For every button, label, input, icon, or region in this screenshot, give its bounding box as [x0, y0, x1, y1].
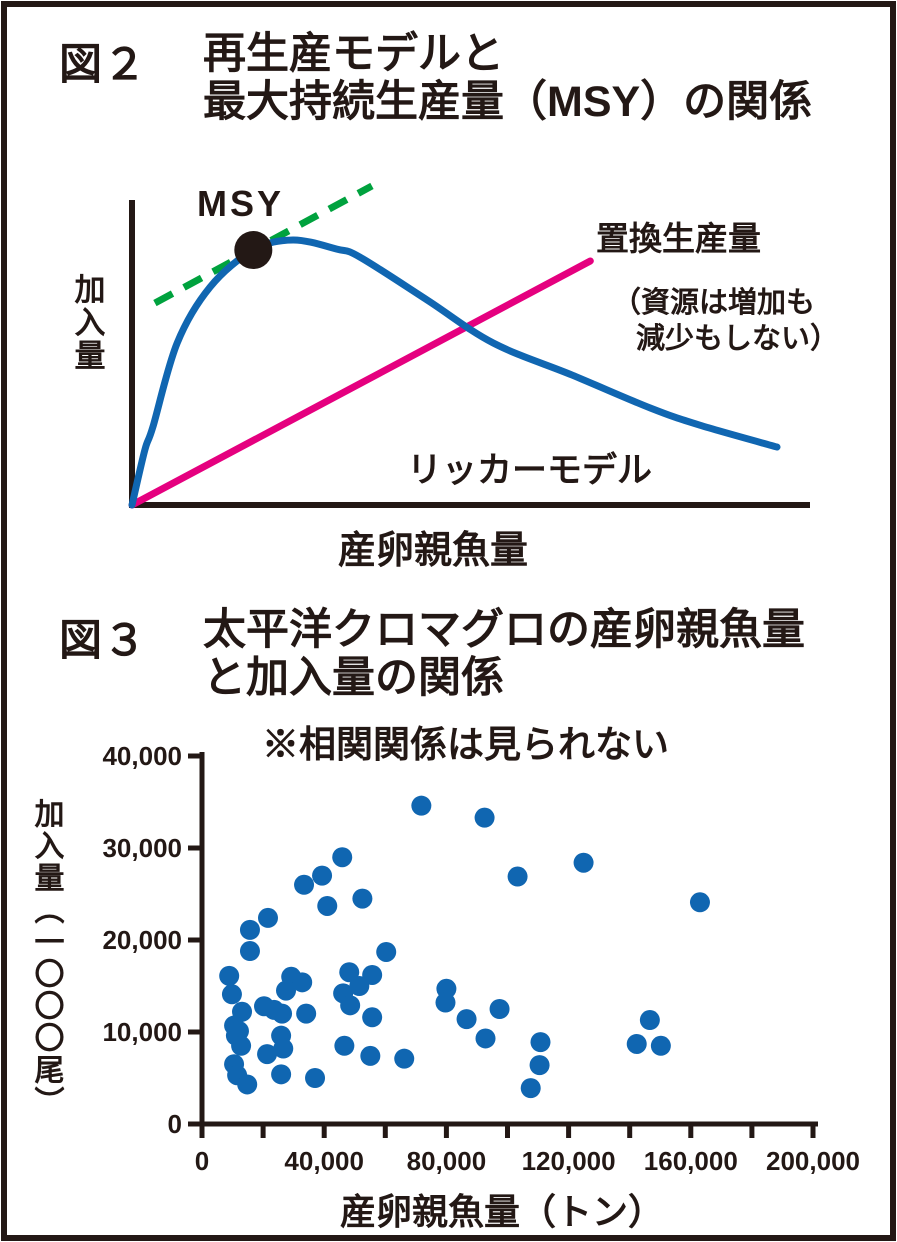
figure2-msy-tangent-line — [153, 182, 374, 307]
figure2-msy-point — [234, 231, 273, 270]
figure3-x-tick-label: 200,000 — [766, 1146, 860, 1176]
figure3-scatter-point — [650, 1035, 671, 1056]
figure3-scatter-point — [360, 1045, 381, 1066]
figure3-scatter-point — [352, 888, 373, 909]
figure2-replacement-line — [128, 257, 594, 509]
figure3-scatter-point — [340, 995, 361, 1016]
figure3-scatter-point — [489, 999, 510, 1019]
figure3-scatter-point — [507, 866, 528, 887]
figure3-scatter-point — [231, 1035, 252, 1056]
figure3-scatter-point — [362, 1007, 383, 1028]
figure3-scatter-point — [257, 907, 278, 928]
figure2-ricker-curve — [128, 236, 781, 509]
figure2-y-axis-label: 加入量 — [69, 273, 105, 372]
figure3-scatter-point — [573, 852, 594, 873]
figure3-scatter-point — [332, 847, 353, 868]
figure3-x-tick-label: 40,000 — [284, 1146, 364, 1176]
figure3-no-correlation-annotation: ※相関関係は見られない — [262, 724, 669, 765]
figure3-scatter-point — [689, 892, 710, 913]
figure3-scatter-point — [273, 1038, 294, 1059]
figure3-scatter-point — [639, 1010, 660, 1031]
figure3-y-tick-label: 10,000 — [102, 1017, 182, 1047]
figure3-scatter-point — [339, 962, 360, 983]
figure3-y-axis-label: 加入量（一〇〇〇尾） — [29, 798, 63, 1118]
figure2-x-axis-label: 産卵親魚量 — [338, 530, 529, 572]
figure3-scatter-point — [272, 1003, 293, 1024]
figure3-x-tick-label: 0 — [195, 1146, 209, 1176]
figure3-y-tick-label: 40,000 — [102, 741, 182, 771]
figure3-x-tick-label: 160,000 — [644, 1146, 738, 1176]
figure3-scatter-point — [456, 1009, 477, 1030]
figure3-scatter-point — [305, 1068, 326, 1088]
figure3-scatter-point — [520, 1078, 541, 1099]
figure3-scatter-point — [349, 976, 370, 996]
figure2-label: 図２ — [59, 41, 147, 89]
figure3-scatter-point — [221, 984, 242, 1005]
figure3-scatter-point — [276, 980, 297, 1001]
figure3-y-tick-label: 20,000 — [102, 925, 182, 955]
figure3-scatter-point — [219, 965, 240, 986]
figure2-replacement-note-line2: 減少もしない） — [636, 323, 840, 355]
figure3-x-tick-label: 80,000 — [407, 1146, 487, 1176]
figure3-scatter-point — [239, 941, 260, 962]
figure3-x-tick-label: 120,000 — [522, 1146, 616, 1176]
figure3-label: 図３ — [59, 617, 147, 665]
figure3-title-line1: 太平洋クロマグロの産卵親魚量 — [203, 606, 805, 654]
figure3-scatter-point — [271, 1064, 292, 1085]
figure3-scatter-point — [474, 807, 495, 828]
figure2-title-line2: 最大持続生産量（MSY）の関係 — [203, 78, 813, 126]
figure2-title-line1: 再生産モデルと — [203, 30, 504, 78]
figure3-scatter-point — [475, 1028, 496, 1049]
figure3-scatter-point — [317, 895, 338, 916]
figure3-y-tick-label: 0 — [168, 1109, 182, 1139]
figure3-scatter-point — [530, 1032, 551, 1053]
figure3-scatter-point — [376, 941, 397, 962]
figure2-ricker-curve-label: リッカーモデル — [407, 451, 653, 490]
figure2-msy-label: MSY — [197, 183, 285, 224]
figure3-scatter-point — [294, 874, 315, 895]
figure3-scatter-point — [312, 865, 333, 886]
figure3-scatter-point — [626, 1033, 647, 1054]
figure3-scatter-point — [411, 795, 432, 816]
figure3-scatter-point — [435, 992, 456, 1013]
figure2-replacement-note-line1: （資源は増加も — [612, 287, 816, 319]
figure2-replacement-line-label: 置換生産量 — [596, 220, 761, 257]
figure3-scatter-point — [296, 1003, 317, 1024]
figure3-scatter-point — [334, 1035, 355, 1056]
figure3-scatter-point — [239, 919, 260, 940]
figure3-scatter-point — [237, 1074, 258, 1095]
figure3-x-axis-label: 産卵親魚量（トン） — [340, 1191, 665, 1232]
figure3-title-line2: と加入量の関係 — [203, 654, 504, 702]
figure3-y-tick-label: 30,000 — [102, 833, 182, 863]
figure3-scatter-point — [394, 1048, 415, 1069]
figure3-scatter-point — [257, 1044, 278, 1065]
figure3-scatter-point — [292, 972, 313, 993]
figure3-scatter-point — [529, 1055, 550, 1076]
